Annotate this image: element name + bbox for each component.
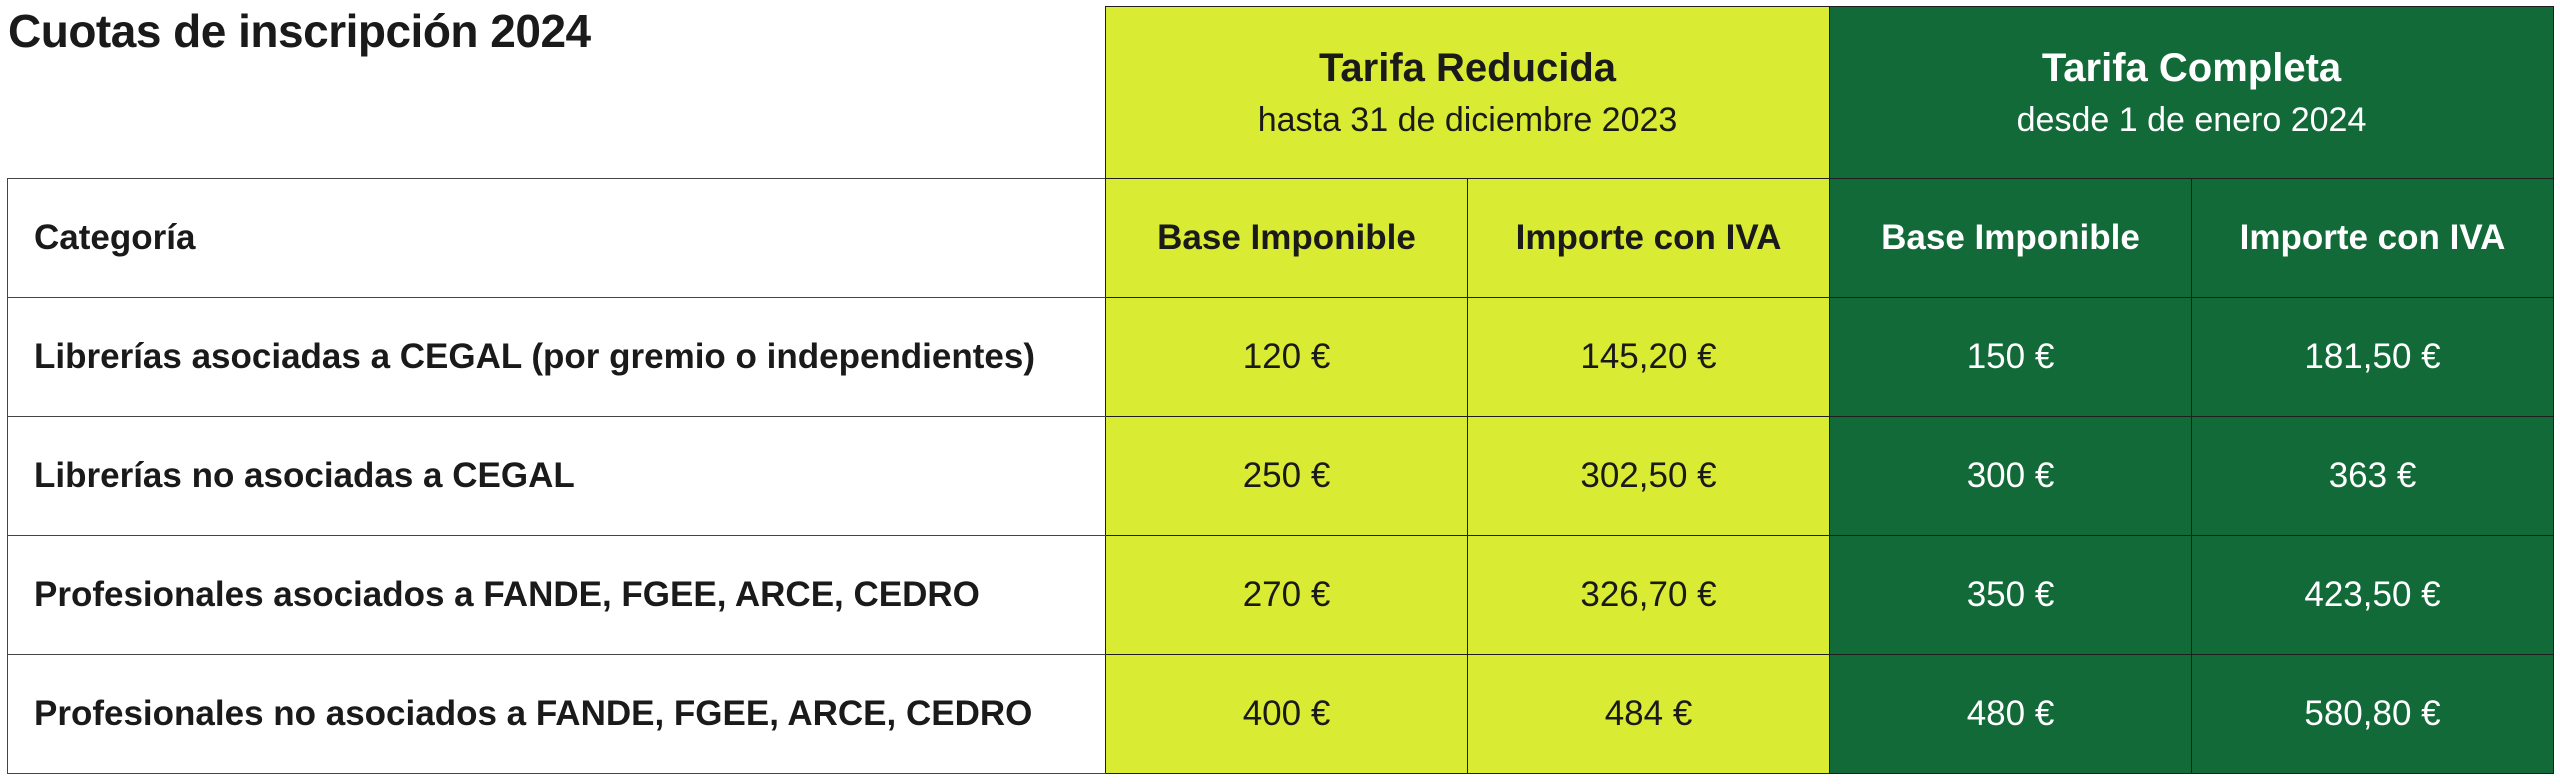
- full-iva-value: 181,50 €: [2191, 297, 2554, 417]
- reduced-iva-value: 326,70 €: [1467, 535, 1830, 655]
- row-category: Librerías no asociadas a CEGAL: [7, 416, 1106, 536]
- reduced-base-value: 400 €: [1105, 654, 1468, 774]
- full-base-value: 480 €: [1829, 654, 2192, 774]
- reduced-iva-value: 302,50 €: [1467, 416, 1830, 536]
- header-category: Categoría: [7, 178, 1106, 298]
- group-reduced-title: Tarifa Reducida: [1318, 45, 1617, 90]
- row-category: Profesionales asociados a FANDE, FGEE, A…: [7, 535, 1106, 655]
- tariff-group-row: Tarifa Reducida hasta 31 de diciembre 20…: [7, 6, 2554, 179]
- header-reduced-iva: Importe con IVA: [1467, 178, 1830, 298]
- table-row: Librerías asociadas a CEGAL (por gremio …: [7, 297, 2554, 417]
- group-reduced-subtitle: hasta 31 de diciembre 2023: [1257, 100, 1678, 139]
- full-iva-value: 363 €: [2191, 416, 2554, 536]
- group-full-subtitle: desde 1 de enero 2024: [2016, 100, 2367, 139]
- reduced-iva-value: 145,20 €: [1467, 297, 1830, 417]
- full-base-value: 300 €: [1829, 416, 2192, 536]
- table-row: Profesionales asociados a FANDE, FGEE, A…: [7, 535, 2554, 655]
- reduced-base-value: 270 €: [1105, 535, 1468, 655]
- row-category: Profesionales no asociados a FANDE, FGEE…: [7, 654, 1106, 774]
- reduced-base-value: 120 €: [1105, 297, 1468, 417]
- full-base-value: 350 €: [1829, 535, 2192, 655]
- column-header-row: Categoría Base Imponible Importe con IVA…: [7, 178, 2554, 298]
- full-base-value: 150 €: [1829, 297, 2192, 417]
- group-full: Tarifa Completa desde 1 de enero 2024: [1829, 6, 2554, 179]
- full-iva-value: 423,50 €: [2191, 535, 2554, 655]
- full-iva-value: 580,80 €: [2191, 654, 2554, 774]
- fees-table: Tarifa Reducida hasta 31 de diciembre 20…: [7, 6, 2554, 774]
- title-area: [7, 6, 1106, 179]
- table-row: Profesionales no asociados a FANDE, FGEE…: [7, 654, 2554, 774]
- page-title: Cuotas de inscripción 2024: [8, 5, 591, 57]
- header-full-iva: Importe con IVA: [2191, 178, 2554, 298]
- row-category: Librerías asociadas a CEGAL (por gremio …: [7, 297, 1106, 417]
- header-full-base: Base Imponible: [1829, 178, 2192, 298]
- header-reduced-base: Base Imponible: [1105, 178, 1468, 298]
- table-row: Librerías no asociadas a CEGAL 250 € 302…: [7, 416, 2554, 536]
- reduced-base-value: 250 €: [1105, 416, 1468, 536]
- group-full-title: Tarifa Completa: [2041, 45, 2342, 90]
- reduced-iva-value: 484 €: [1467, 654, 1830, 774]
- group-reduced: Tarifa Reducida hasta 31 de diciembre 20…: [1105, 6, 1830, 179]
